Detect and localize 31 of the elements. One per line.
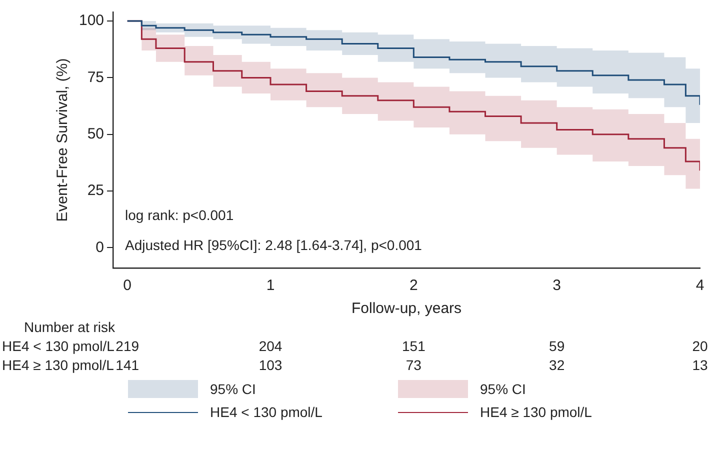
text: 32 xyxy=(549,356,565,373)
text: 151 xyxy=(402,338,426,354)
text: 204 xyxy=(258,338,282,354)
y-tick-label: 0 xyxy=(96,238,104,256)
legend-label: HE4 < 130 pmol/L xyxy=(210,404,322,420)
x-tick-label: 3 xyxy=(552,277,562,294)
text: 73 xyxy=(406,356,422,373)
text: 95% CI xyxy=(480,381,526,397)
text: HE4 ≥ 130 pmol/L xyxy=(2,356,114,373)
text: 13 xyxy=(692,356,708,373)
text: 95% CI xyxy=(210,381,256,397)
text: 103 xyxy=(258,356,282,373)
annotation: Adjusted HR [95%CI]: 2.48 [1.64-3.74], p<0.001 xyxy=(125,236,422,253)
text: HE4 < 130 pmol/L xyxy=(2,338,115,354)
text: 141 xyxy=(116,356,140,373)
text: 219 xyxy=(116,338,140,354)
text: 20 xyxy=(692,338,708,354)
y-tick-label: 100 xyxy=(78,12,104,30)
x-tick-label: 2 xyxy=(410,277,418,294)
x-axis-title: Follow-up, years xyxy=(351,300,462,318)
x-tick-label: 1 xyxy=(266,277,275,294)
y-tick-label: 25 xyxy=(87,182,104,200)
legend-label: HE4 ≥ 130 pmol/L xyxy=(480,404,592,420)
x-tick-label: 0 xyxy=(123,277,132,294)
x-tick-label: 4 xyxy=(696,277,704,294)
y-tick-label: 75 xyxy=(87,68,104,86)
y-axis-title: Event-Free Survival, (%) xyxy=(54,58,72,222)
y-tick-label: 50 xyxy=(87,125,104,142)
text: Number at risk xyxy=(24,318,116,335)
text: 59 xyxy=(549,338,565,354)
annotation: log rank: p<0.001 xyxy=(125,206,234,223)
